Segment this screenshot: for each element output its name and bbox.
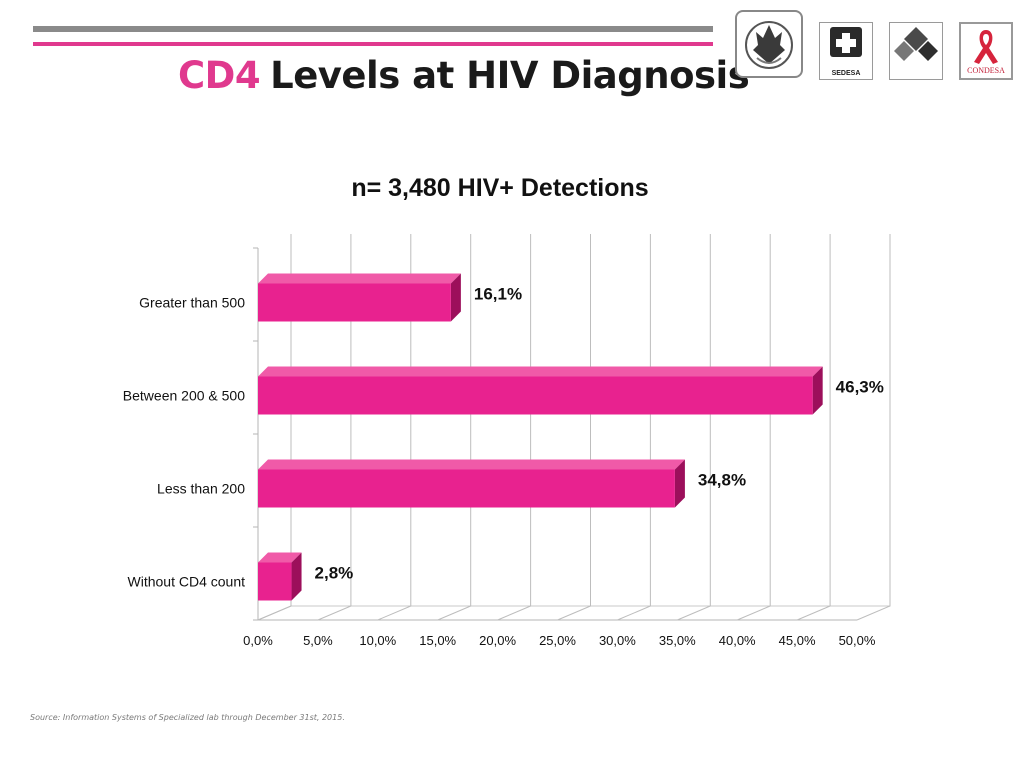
header-rule-gray <box>33 26 713 32</box>
slide-title: CD4 Levels at HIV Diagnosis <box>178 54 750 97</box>
chart-bars <box>258 273 823 601</box>
gridline <box>317 234 352 621</box>
category-label: Between 200 & 500 <box>123 388 245 404</box>
sedesa-logo: SEDESA <box>819 22 873 80</box>
x-tick-label: 30,0% <box>599 633 636 648</box>
bar-top <box>258 459 685 470</box>
government-emblem-logo <box>735 10 803 78</box>
category-label: Without CD4 count <box>128 574 246 590</box>
x-tick-label: 40,0% <box>719 633 756 648</box>
x-tick-label: 50,0% <box>839 633 876 648</box>
bar <box>258 469 675 508</box>
x-tick-label: 20,0% <box>479 633 516 648</box>
data-label: 2,8% <box>315 564 354 583</box>
data-label: 16,1% <box>474 285 522 304</box>
source-note: Source: Information Systems of Specializ… <box>30 713 345 722</box>
chart: 0,0% 5,0% 10,0% 15,0% 20,0% 25,0% 30,0% 35,0% 40… <box>123 174 891 649</box>
bar-side <box>450 273 461 322</box>
gridline <box>856 234 891 621</box>
bar-top <box>258 552 302 563</box>
condesa-logo-label: CONDESA <box>967 66 1005 75</box>
gridline <box>377 234 412 621</box>
gridline <box>796 234 831 621</box>
data-label: 34,8% <box>698 471 746 490</box>
slide-title-text: Levels at HIV Diagnosis <box>270 54 750 97</box>
bar-side <box>291 552 302 601</box>
x-tick-label: 15,0% <box>419 633 456 648</box>
bar <box>258 562 292 601</box>
gridline <box>557 234 591 621</box>
gridline <box>437 234 472 621</box>
x-tick-label: 5,0% <box>303 633 333 648</box>
bar-side <box>812 366 823 415</box>
logo-strip: SEDESA CONDESA <box>735 10 1015 80</box>
chart-labels: 0,0% 5,0% 10,0% 15,0% 20,0% 25,0% 30,0% 35,0% 40… <box>123 285 884 649</box>
category-label: Greater than 500 <box>139 295 245 311</box>
gridline <box>677 234 711 621</box>
sedesa-logo-label: SEDESA <box>831 70 861 77</box>
bar-side <box>674 459 685 508</box>
gridline <box>617 234 651 621</box>
x-tick-label: 10,0% <box>359 633 396 648</box>
bar-top <box>258 366 823 377</box>
chart-title: n= 3,480 HIV+ Detections <box>351 174 648 202</box>
bar-top <box>258 273 461 284</box>
data-label: 46,3% <box>836 378 884 397</box>
gridline <box>737 234 771 621</box>
x-tick-label: 35,0% <box>659 633 696 648</box>
x-tick-label: 25,0% <box>539 633 576 648</box>
x-tick-label: 0,0% <box>243 633 273 648</box>
slide-title-accent: CD4 <box>178 54 261 97</box>
gridline <box>497 234 532 621</box>
header-rule-pink <box>33 42 713 46</box>
servicios-de-salud-logo <box>889 22 943 80</box>
bar <box>258 376 813 415</box>
category-label: Less than 200 <box>157 481 245 497</box>
bar <box>258 283 451 322</box>
condesa-logo: CONDESA <box>959 22 1013 80</box>
x-tick-label: 45,0% <box>779 633 816 648</box>
gridline <box>257 234 292 621</box>
